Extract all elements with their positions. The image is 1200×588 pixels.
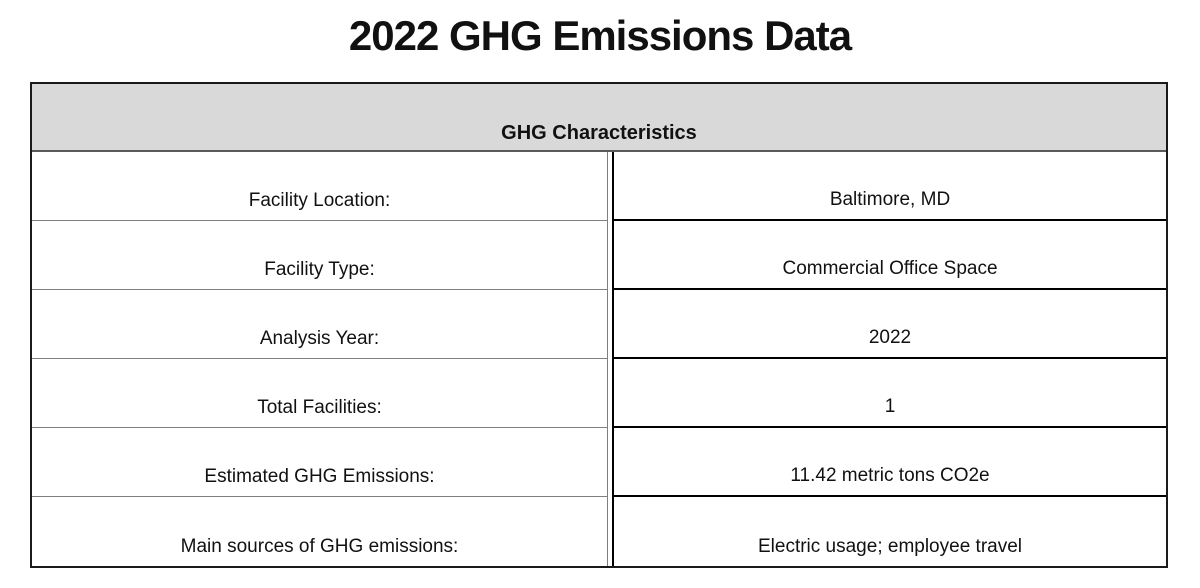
table-row: Estimated GHG Emissions: 11.42 metric to… [32,428,1166,497]
table-row: Analysis Year: 2022 [32,290,1166,359]
row-value-analysis-year: 2022 [612,290,1166,359]
row-label-facility-type: Facility Type: [32,221,608,290]
table-row: Main sources of GHG emissions: Electric … [32,497,1166,566]
page-title: 2022 GHG Emissions Data [348,12,852,59]
row-value-total-facilities: 1 [612,359,1166,428]
row-label-analysis-year: Analysis Year: [32,290,608,359]
table-row: Total Facilities: 1 [32,359,1166,428]
table-row: Facility Type: Commercial Office Space [32,221,1166,290]
row-value-estimated-ghg-emissions: 11.42 metric tons CO2e [612,428,1166,497]
ghg-characteristics-table: GHG Characteristics Facility Location: B… [30,82,1168,568]
row-label-estimated-ghg-emissions: Estimated GHG Emissions: [32,428,608,497]
table-row: Facility Location: Baltimore, MD [32,152,1166,221]
table-header-ghg-characteristics: GHG Characteristics [32,84,1166,152]
row-value-facility-location: Baltimore, MD [612,152,1166,221]
row-label-total-facilities: Total Facilities: [32,359,608,428]
row-value-facility-type: Commercial Office Space [612,221,1166,290]
row-label-main-sources: Main sources of GHG emissions: [32,497,608,566]
row-value-main-sources: Electric usage; employee travel [612,497,1166,566]
row-label-facility-location: Facility Location: [32,152,608,221]
